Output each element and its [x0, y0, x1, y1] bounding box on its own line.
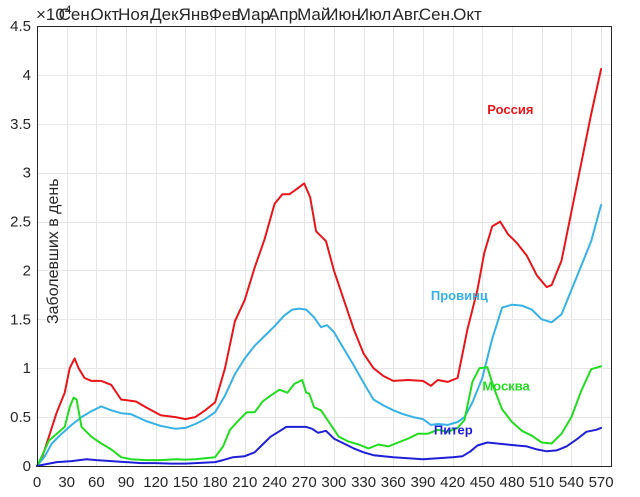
month-label: Фев. [209, 5, 245, 24]
x-tick-label: 570 [589, 474, 614, 491]
x-tick-label: 30 [58, 474, 75, 491]
x-tick-label: 180 [203, 474, 228, 491]
month-label: Апр. [268, 5, 303, 24]
top-month-labels: . Сен.Окт.Ноя.Дек.Янв.Фев.Мар.Апр.Май.Июн… [49, 5, 482, 24]
month-label: Ноя. [118, 5, 154, 24]
y-tick-label: 2 [23, 262, 31, 279]
y-tick-labels: 0 0.5 1 1.5 2 2.5 3 3.5 4 4.5 [10, 18, 31, 475]
y-tick-label: 2.5 [10, 214, 31, 231]
series-label: Россия [487, 102, 533, 117]
y-tick-label: 0.5 [10, 409, 31, 426]
series-line-Москва [36, 365, 603, 467]
x-tick-label: 420 [440, 474, 465, 491]
month-label: Сен. [419, 5, 455, 24]
x-tick-label: 540 [559, 474, 584, 491]
x-tick-label: 360 [381, 474, 406, 491]
x-tick-label: 240 [262, 474, 287, 491]
y-tick-label: 4 [23, 67, 31, 84]
series-line-Питер [36, 425, 603, 467]
x-tick-label: 0 [33, 474, 41, 491]
x-tick-label: 510 [529, 474, 554, 491]
month-label: Мар. [237, 5, 275, 24]
y-tick-label: 1.5 [10, 311, 31, 328]
x-tick-label: 450 [470, 474, 495, 491]
month-label: Июл. [357, 5, 396, 24]
month-label: Дек. [150, 5, 183, 24]
month-label: Окт. [91, 5, 122, 24]
y-axis-label: Заболевших в день [45, 178, 62, 324]
axes-box [37, 26, 612, 467]
y-tick-label: 3.5 [10, 116, 31, 133]
month-label: Янв. [179, 5, 214, 24]
y-tick-label: 1 [23, 360, 31, 377]
month-label: Май. [297, 5, 335, 24]
x-tick-label: 210 [232, 474, 257, 491]
month-label: Сен. [59, 5, 95, 24]
x-tick-label: 390 [410, 474, 435, 491]
month-label: . [49, 5, 54, 24]
x-tick-label: 120 [143, 474, 168, 491]
series-labels: Россия Провинц Москва Питер [431, 102, 534, 438]
series-lines [36, 68, 603, 467]
x-tick-label: 270 [292, 474, 317, 491]
x-tick-label: 90 [118, 474, 135, 491]
x-tick-label: 60 [88, 474, 105, 491]
y-exponent-label: ×104 [36, 3, 72, 24]
x-tick-label: 300 [321, 474, 346, 491]
month-label: Июн. [326, 5, 365, 24]
grid-lines [37, 26, 611, 467]
series-line-Россия [36, 68, 603, 467]
x-tick-labels: 0 30 60 90 120 150 180 210 240 270 300 330 360 390 420… [33, 474, 614, 491]
month-label: Авг. [393, 5, 422, 24]
x-tick-label: 480 [500, 474, 525, 491]
series-label: Провинц [431, 288, 488, 303]
series-label: Москва [482, 379, 530, 394]
series-line-Провинц [36, 203, 603, 467]
month-label: Окт [453, 5, 482, 24]
y-tick-label: 0 [23, 458, 31, 475]
y-tick-label: 3 [23, 165, 31, 182]
x-tick-label: 330 [351, 474, 376, 491]
series-label: Питер [434, 423, 473, 438]
x-tick-label: 150 [173, 474, 198, 491]
y-tick-label: 4.5 [10, 18, 31, 35]
